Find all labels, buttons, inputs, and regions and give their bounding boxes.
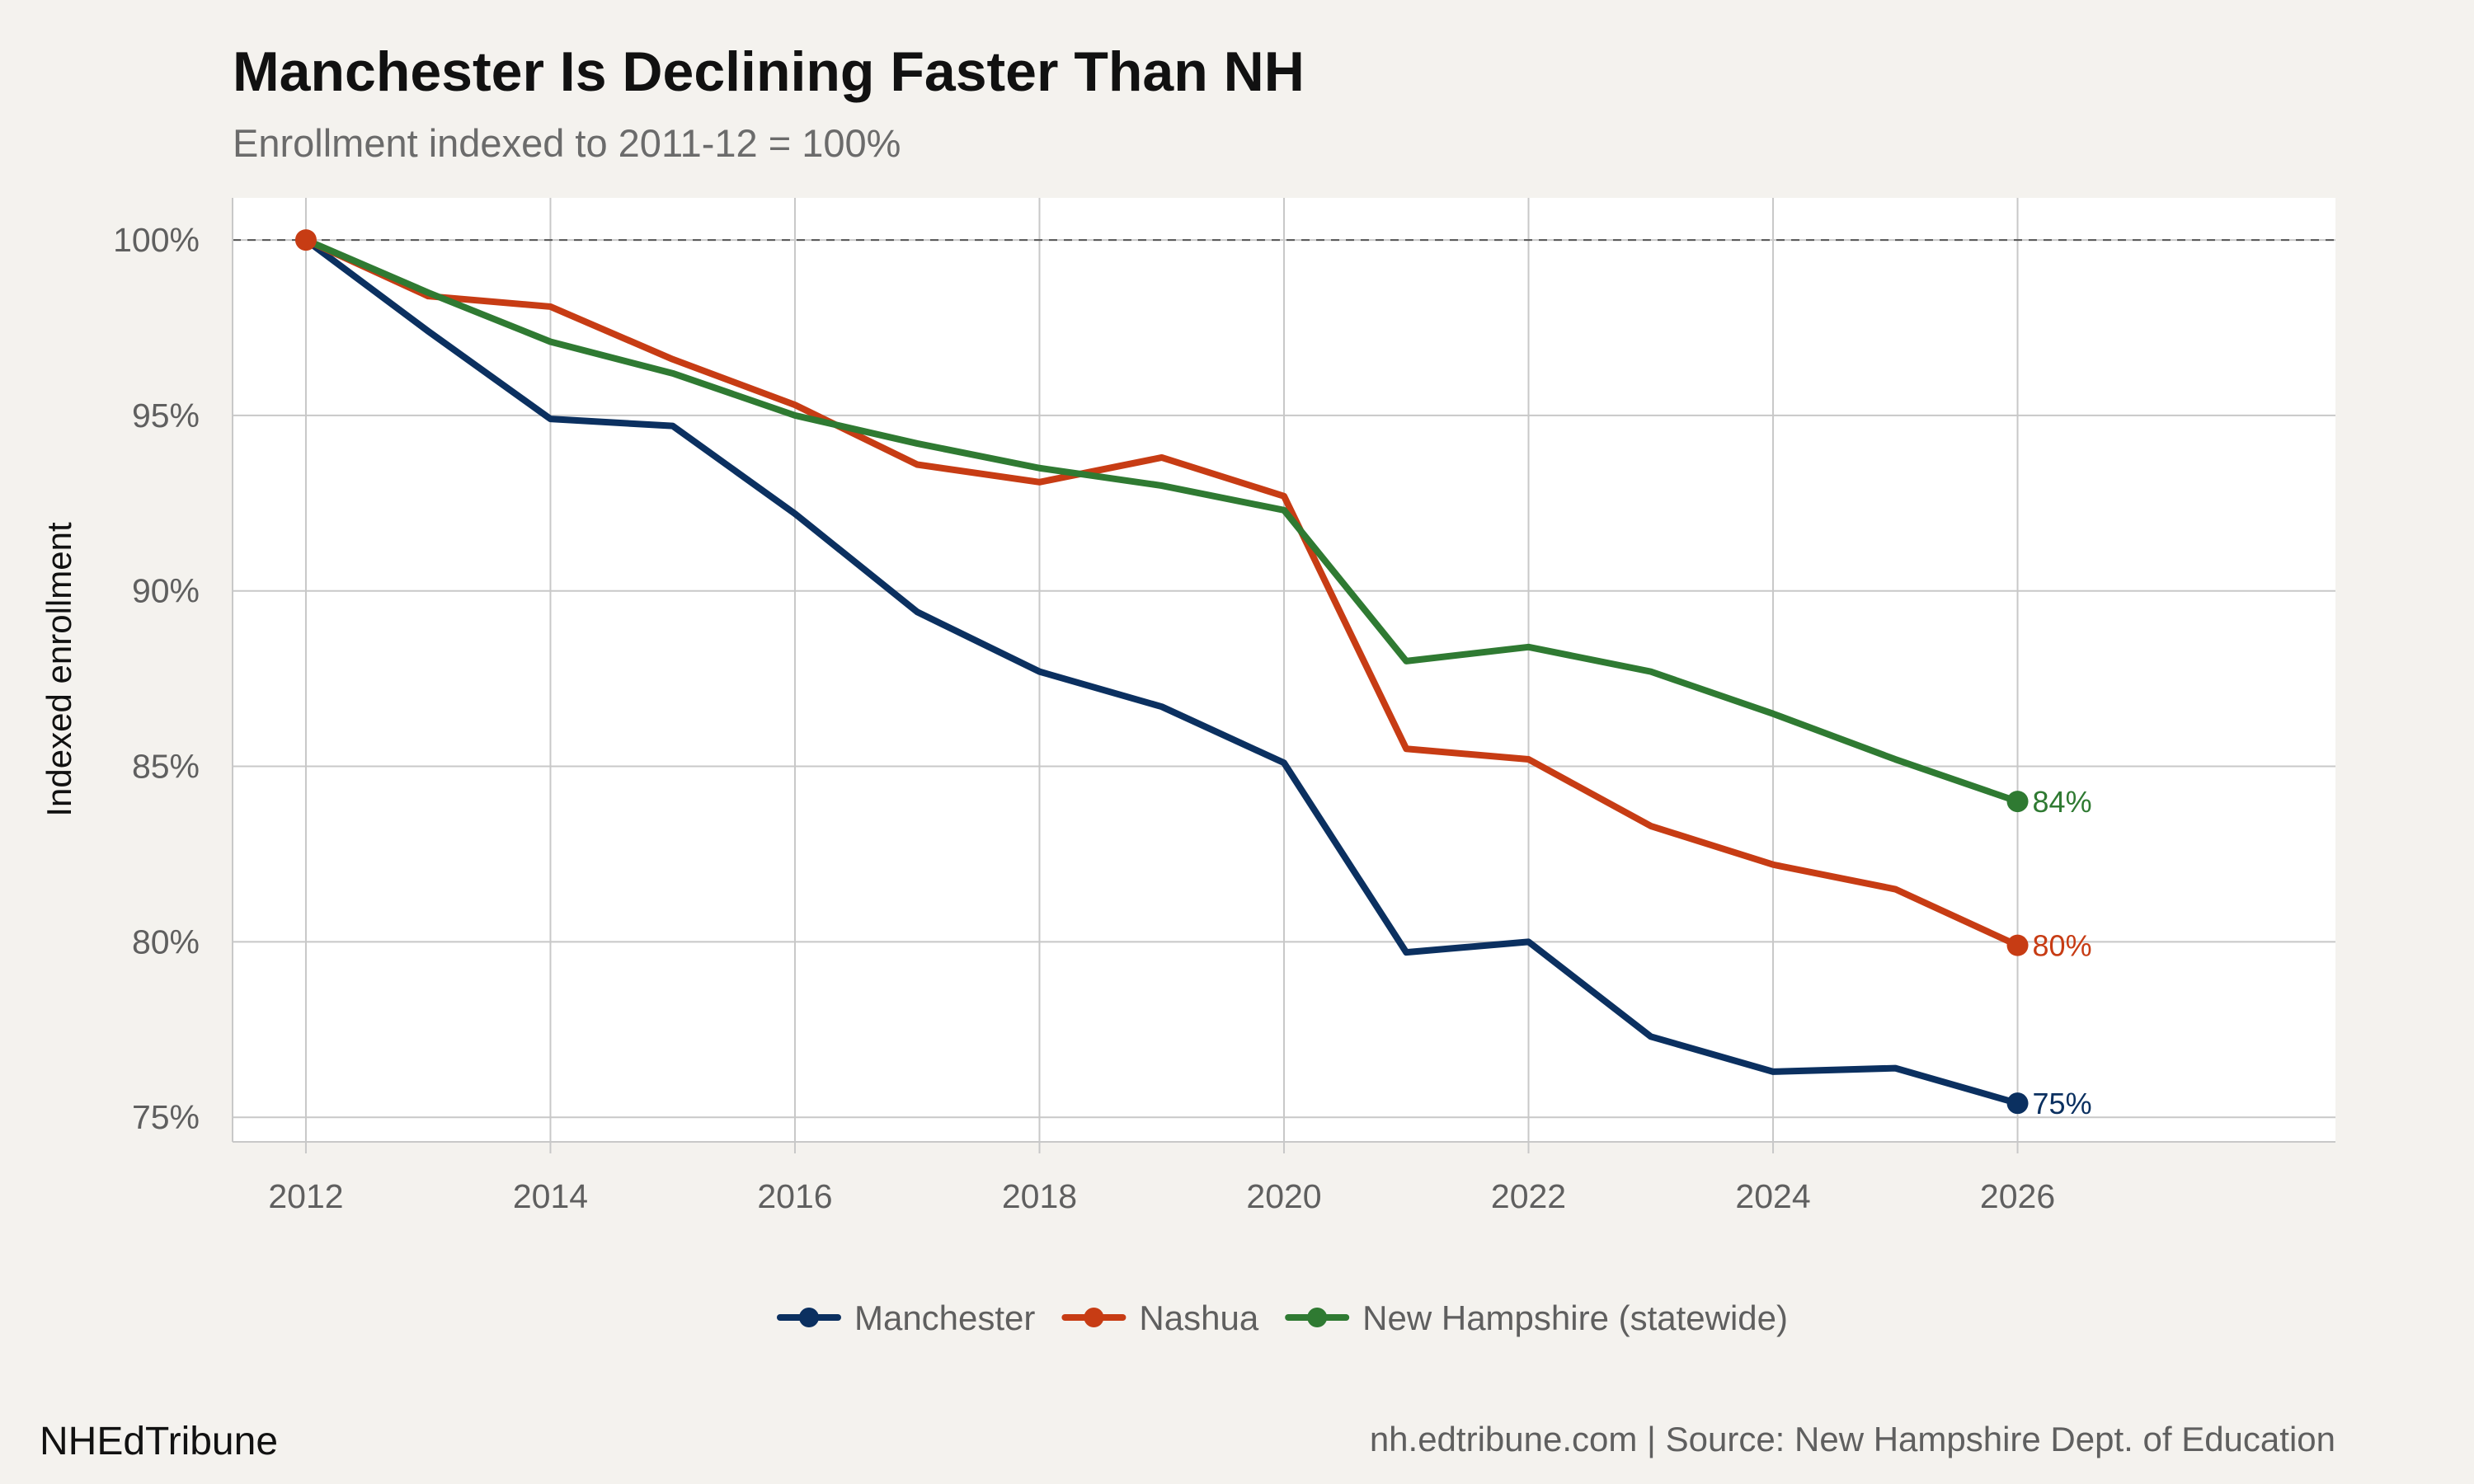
legend-label-0: Manchester <box>854 1298 1035 1337</box>
legend-label-2: New Hampshire (statewide) <box>1362 1298 1788 1337</box>
x-tick-label: 2018 <box>1002 1177 1077 1215</box>
series-end-point-2 <box>2006 791 2029 813</box>
series-end-label-0: 75% <box>2033 1087 2092 1120</box>
chart-subtitle: Enrollment indexed to 2011-12 = 100% <box>233 121 901 165</box>
legend-label-1: Nashua <box>1139 1298 1258 1337</box>
y-tick-label: 90% <box>132 572 200 610</box>
legend-key-dot-2 <box>1307 1308 1328 1327</box>
x-tick-label: 2024 <box>1735 1177 1810 1215</box>
y-tick-label: 95% <box>132 397 200 434</box>
legend-key-dot-0 <box>798 1308 819 1327</box>
grid-layer <box>233 198 2335 1142</box>
y-tick-label: 80% <box>132 923 200 960</box>
y-tick-label: 100% <box>113 221 200 259</box>
series-end-point-0 <box>2006 1092 2029 1115</box>
x-tick-label: 2026 <box>1980 1177 2055 1215</box>
y-axis-title: Indexed enrollment <box>40 522 78 817</box>
footer-credit: nh.edtribune.com | Source: New Hampshire… <box>1370 1420 2335 1458</box>
series-end-label-1: 80% <box>2033 929 2092 963</box>
legend-key-dot-1 <box>1084 1308 1104 1327</box>
x-tick-label: 2020 <box>1246 1177 1321 1215</box>
legend: Manchester Nashua New Hampshire (statewide… <box>776 1298 1788 1337</box>
series-end-label-2: 84% <box>2033 785 2092 819</box>
series-line-0 <box>302 237 2021 1107</box>
footer-brand: NHEdTribune <box>40 1420 278 1463</box>
x-tick-label: 2012 <box>268 1177 343 1215</box>
chart-title: Manchester Is Declining Faster Than NH <box>233 40 1305 103</box>
series-layer <box>294 229 2029 1115</box>
axis-layer: 100% 95% 90% 85% 80% 75% 2012 2014 2016 2018 2020 2… <box>113 198 2335 1215</box>
x-tick-label: 2014 <box>513 1177 588 1215</box>
series-end-point-1 <box>2006 934 2029 956</box>
label-layer: 75% 80% 84% <box>2033 785 2092 1120</box>
x-tick-label: 2016 <box>757 1177 832 1215</box>
y-tick-label: 75% <box>132 1098 200 1136</box>
x-tick-label: 2022 <box>1491 1177 1566 1215</box>
series-line-1 <box>302 237 2021 949</box>
y-tick-label: 85% <box>132 748 200 786</box>
series-start-point <box>294 229 317 251</box>
series-line-2 <box>302 237 2021 805</box>
